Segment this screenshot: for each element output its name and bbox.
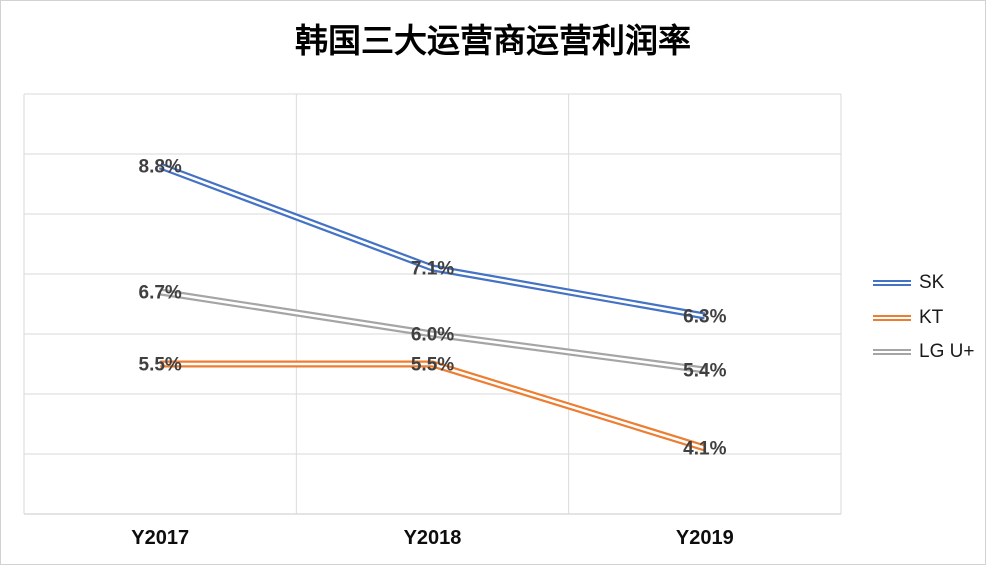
series-line-highlight-lg-u — [159, 290, 706, 372]
legend-line-swatch-lg-u — [873, 349, 911, 355]
data-label-lg-u-y2019: 5.4% — [683, 361, 726, 382]
legend-line-swatch-sk — [873, 280, 911, 286]
legend-line-swatch-kt — [873, 315, 911, 321]
data-label-lg-u-y2018: 6.0% — [411, 325, 454, 346]
legend-item-sk: SK — [873, 272, 944, 294]
x-axis-label: Y2017 — [131, 527, 190, 549]
data-label-sk-y2018: 7.1% — [411, 259, 454, 280]
series-line-highlight-kt — [160, 362, 706, 450]
x-axis-label: Y2019 — [675, 527, 734, 549]
x-axis-label: Y2018 — [403, 527, 462, 549]
data-label-kt-y2017: 5.5% — [139, 355, 182, 376]
legend-item-kt: KT — [873, 307, 943, 329]
data-label-sk-y2017: 8.8% — [139, 157, 182, 178]
data-label-kt-y2018: 5.5% — [411, 355, 454, 376]
legend-label: KT — [919, 307, 944, 328]
legend-item-lg-u: LG U+ — [873, 341, 974, 363]
series-line-kt — [160, 360, 706, 452]
legend-label: LG U+ — [919, 341, 975, 362]
data-label-lg-u-y2017: 6.7% — [139, 283, 182, 304]
series-line-highlight-sk — [159, 164, 706, 318]
series-line-sk — [158, 162, 706, 320]
data-label-sk-y2019: 6.3% — [683, 307, 726, 328]
chart-title: 韩国三大运营商运营利润率 — [295, 22, 691, 59]
legend-label: SK — [919, 272, 945, 293]
data-label-kt-y2019: 4.1% — [683, 439, 726, 460]
